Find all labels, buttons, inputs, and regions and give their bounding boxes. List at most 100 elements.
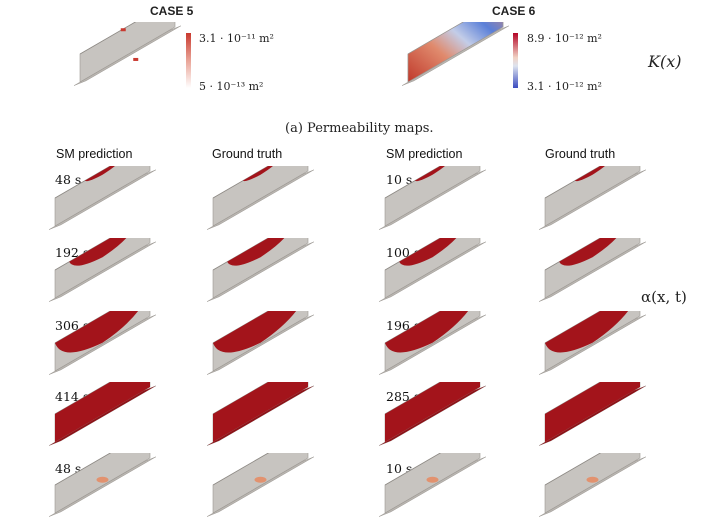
stiffener-part: [48, 382, 157, 446]
resin-fill-region: [213, 382, 308, 442]
stiffener-part: [206, 453, 315, 517]
panel-r3-c4: [538, 311, 647, 375]
resin-fill-flange: [207, 385, 314, 446]
panel-r2-c1: [48, 238, 157, 302]
case6-time-1: 10 s: [386, 172, 413, 187]
web-panel: [544, 166, 641, 227]
stiffener-part: [378, 382, 487, 446]
resin-fill-region: [399, 238, 457, 266]
web-top-edge: [384, 453, 442, 486]
resin-fill-region: [385, 382, 480, 442]
case5-time-5: 48 s: [55, 461, 82, 476]
resin-fill-region: [55, 382, 150, 442]
resin-fill-region: [69, 238, 127, 266]
stiffener-part: [48, 453, 157, 517]
case6-colorbar: [513, 33, 518, 88]
case6-colorbar-min: 3.1 · 10⁻¹² m²: [527, 80, 602, 93]
k-row-label: K(x): [648, 52, 682, 71]
panel-r5-c2: [206, 453, 315, 517]
panel-r1-c1: [48, 166, 157, 230]
stiffener-part: [378, 238, 487, 302]
panel-r4-c3: [378, 382, 487, 446]
column-heading-1: SM prediction: [56, 147, 133, 161]
web-panel: [544, 238, 641, 299]
stiffener-part: [206, 311, 315, 375]
stiffener-part: [48, 311, 157, 375]
panel-r5-c3: [378, 453, 487, 517]
web-panel: [384, 238, 481, 299]
case5-title: CASE 5: [150, 4, 194, 18]
resin-fill-flange: [379, 385, 486, 446]
resin-fill-region: [545, 382, 640, 442]
case5-colorbar: [186, 33, 191, 88]
stiffener-part: [48, 166, 157, 230]
case5-time-1: 48 s: [55, 172, 82, 187]
resin-fill-flange: [49, 385, 156, 446]
column-heading-3: SM prediction: [386, 147, 463, 161]
panel-r1-c4: [538, 166, 647, 230]
web-panel: [212, 453, 309, 514]
permeability-field: [407, 22, 504, 83]
stiffener-part: [378, 453, 487, 517]
web-panel: [54, 238, 151, 299]
resin-fill-region: [213, 311, 297, 353]
case5-permeability-plot: [73, 22, 182, 86]
resin-fill-region: [559, 238, 617, 266]
resin-fill-region: [84, 166, 115, 182]
stiffener-part: [378, 311, 487, 375]
stiffener-part: [538, 238, 647, 302]
web-panel: [384, 166, 481, 227]
column-heading-2: Ground truth: [212, 147, 283, 161]
panel-r2-c2: [206, 238, 315, 302]
panel-r1-c3: [378, 166, 487, 230]
alpha-row-label: α(x, t): [641, 288, 687, 306]
panel-r3-c2: [206, 311, 315, 375]
panel-r3-c3: [378, 311, 487, 375]
stiffener-part: [538, 453, 647, 517]
dry-spot: [586, 476, 599, 483]
case6-title: CASE 6: [492, 4, 536, 18]
resin-fill-region: [242, 166, 273, 182]
high-permeability-patch: [120, 28, 126, 32]
permeability-caption: (a) Permeability maps.: [285, 121, 434, 136]
web-panel: [212, 166, 309, 227]
resin-fill-region: [227, 238, 285, 266]
stiffener-part: [401, 22, 510, 86]
dry-spot: [96, 476, 109, 483]
panel-r1-c2: [206, 166, 315, 230]
case5-colorbar-max: 3.1 · 10⁻¹¹ m²: [199, 32, 274, 45]
case6-permeability-plot: [401, 22, 510, 86]
web-panel: [212, 238, 309, 299]
stiffener-part: [378, 166, 487, 230]
dry-spot: [426, 476, 439, 483]
web-top-edge: [54, 453, 112, 486]
case6-colorbar-max: 8.9 · 10⁻¹² m²: [527, 32, 602, 45]
web-top-edge: [212, 453, 270, 486]
case6-time-5: 10 s: [386, 461, 413, 476]
panel-r2-c3: [378, 238, 487, 302]
web-panel: [54, 453, 151, 514]
resin-fill-flange: [539, 385, 646, 446]
panel-r5-c1: [48, 453, 157, 517]
stiffener-part: [206, 238, 315, 302]
web-panel: [544, 453, 641, 514]
panel-r5-c4: [538, 453, 647, 517]
stiffener-part: [538, 311, 647, 375]
resin-fill-region: [385, 311, 469, 353]
web-panel: [54, 166, 151, 227]
resin-fill-region: [545, 311, 629, 353]
resin-fill-region: [574, 166, 605, 182]
web-top-edge: [544, 453, 602, 486]
case5-colorbar-min: 5 · 10⁻¹³ m²: [199, 80, 264, 93]
stiffener-part: [538, 166, 647, 230]
panel-r2-c4: [538, 238, 647, 302]
stiffener-part: [48, 238, 157, 302]
web-top-edge: [79, 22, 137, 55]
panel-r4-c4: [538, 382, 647, 446]
stiffener-part: [206, 166, 315, 230]
resin-fill-region: [414, 166, 445, 182]
panel-r3-c1: [48, 311, 157, 375]
high-permeability-patch: [133, 57, 139, 61]
web-panel: [384, 453, 481, 514]
